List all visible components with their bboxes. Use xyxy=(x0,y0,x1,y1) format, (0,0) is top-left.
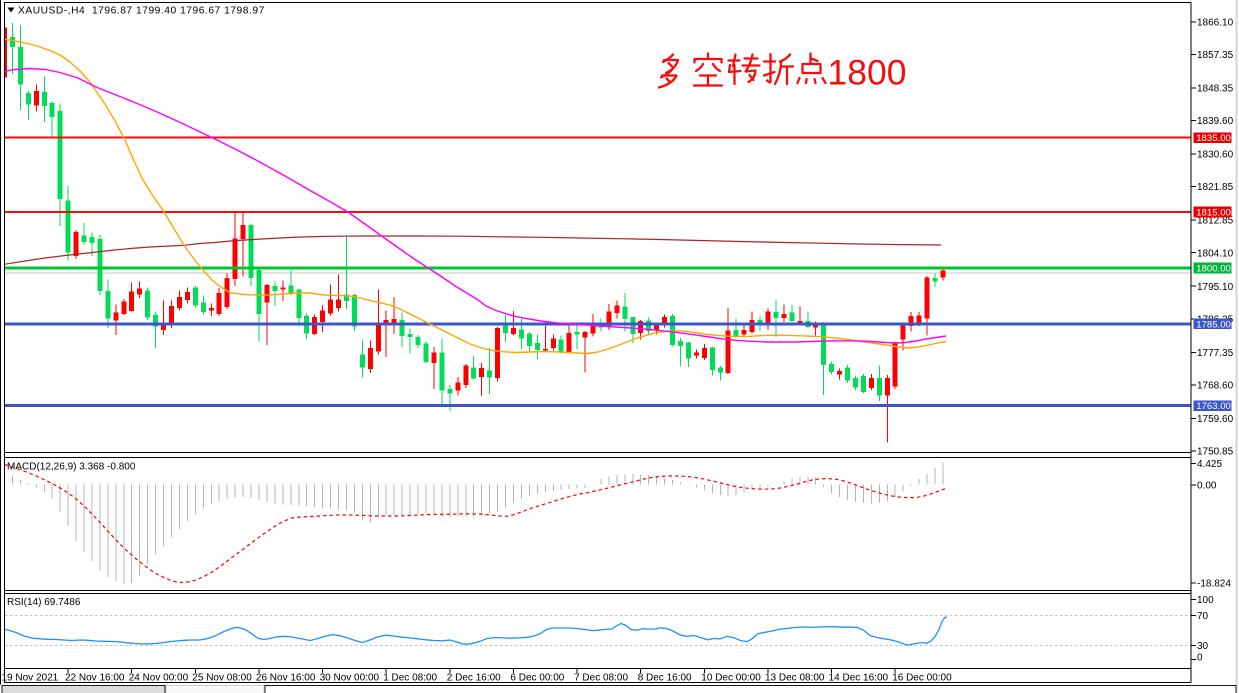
svg-text:1839.60: 1839.60 xyxy=(1197,116,1234,127)
svg-text:100: 100 xyxy=(1197,595,1214,606)
svg-text:24 Nov 00:00: 24 Nov 00:00 xyxy=(129,672,189,683)
svg-text:1812.85: 1812.85 xyxy=(1197,216,1234,227)
svg-text:70: 70 xyxy=(1197,611,1209,622)
svg-text:1857.35: 1857.35 xyxy=(1197,50,1234,61)
svg-text:1866.10: 1866.10 xyxy=(1197,18,1234,29)
svg-text:6 Dec 00:00: 6 Dec 00:00 xyxy=(510,672,564,683)
svg-text:13 Dec 08:00: 13 Dec 08:00 xyxy=(765,672,825,683)
svg-text:4.425: 4.425 xyxy=(1197,459,1222,470)
svg-text:1777.35: 1777.35 xyxy=(1197,348,1234,359)
svg-text:1750.85: 1750.85 xyxy=(1197,447,1234,458)
svg-text:30 Nov 00:00: 30 Nov 00:00 xyxy=(320,672,380,683)
svg-text:1768.60: 1768.60 xyxy=(1197,381,1234,392)
svg-text:1759.60: 1759.60 xyxy=(1197,414,1234,425)
svg-text:1795.10: 1795.10 xyxy=(1197,282,1234,293)
svg-text:10 Dec 00:00: 10 Dec 00:00 xyxy=(701,672,761,683)
svg-text:2 Dec 16:00: 2 Dec 16:00 xyxy=(447,672,501,683)
svg-text:26 Nov 16:00: 26 Nov 16:00 xyxy=(256,672,316,683)
svg-text:XAUUSD-,H4 1796.87 1799.40 17: XAUUSD-,H4 1796.87 1799.40 1796.67 1798.… xyxy=(18,5,265,16)
svg-text:7 Dec 08:00: 7 Dec 08:00 xyxy=(574,672,628,683)
svg-text:8 Dec 16:00: 8 Dec 16:00 xyxy=(638,672,692,683)
svg-text:RSI(14) 69.7486: RSI(14) 69.7486 xyxy=(7,597,81,608)
svg-text:1763.00: 1763.00 xyxy=(1196,401,1231,412)
svg-text:1 Dec 08:00: 1 Dec 08:00 xyxy=(383,672,437,683)
svg-text:1800: 1800 xyxy=(828,53,907,93)
svg-text:25 Nov 08:00: 25 Nov 08:00 xyxy=(192,672,252,683)
svg-text:1835.00: 1835.00 xyxy=(1196,133,1231,144)
svg-text:0.00: 0.00 xyxy=(1197,481,1217,492)
svg-text:0: 0 xyxy=(1197,653,1203,664)
svg-text:22 Nov 16:00: 22 Nov 16:00 xyxy=(65,672,125,683)
svg-text:1821.85: 1821.85 xyxy=(1197,182,1234,193)
svg-text:1800.00: 1800.00 xyxy=(1196,264,1231,275)
svg-text:1785.00: 1785.00 xyxy=(1196,319,1231,330)
svg-text:16 Dec 00:00: 16 Dec 00:00 xyxy=(892,672,952,683)
svg-text:19 Nov 2021: 19 Nov 2021 xyxy=(2,672,59,683)
svg-text:1848.35: 1848.35 xyxy=(1197,84,1234,95)
svg-text:14 Dec 16:00: 14 Dec 16:00 xyxy=(829,672,889,683)
svg-text:1815.00: 1815.00 xyxy=(1196,208,1231,219)
svg-text:1804.10: 1804.10 xyxy=(1197,248,1234,259)
svg-text:1830.60: 1830.60 xyxy=(1197,150,1234,161)
svg-text:30: 30 xyxy=(1197,641,1209,652)
svg-text:-18.824: -18.824 xyxy=(1197,579,1231,590)
svg-text:MACD(12,26,9) 3.368 -0.800: MACD(12,26,9) 3.368 -0.800 xyxy=(7,461,136,472)
